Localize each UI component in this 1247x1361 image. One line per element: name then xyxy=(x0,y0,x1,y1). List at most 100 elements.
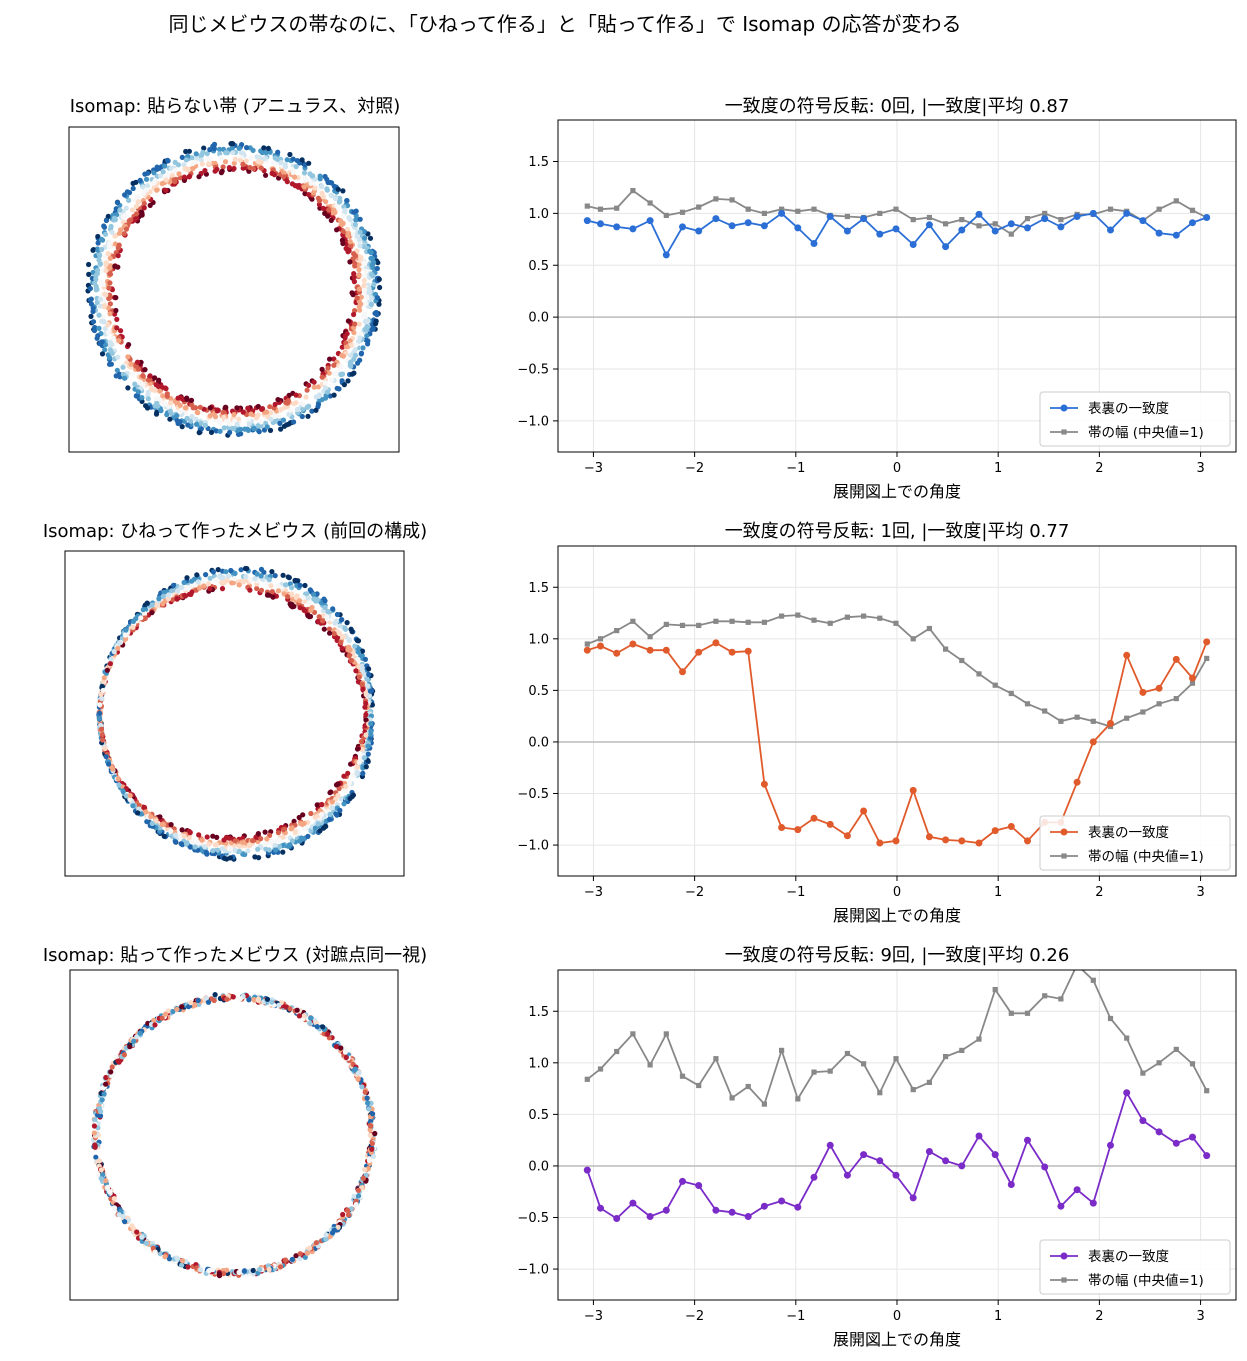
scatter-point xyxy=(254,585,260,592)
data-point xyxy=(795,612,801,618)
scatter-point xyxy=(184,575,190,581)
scatter-point xyxy=(305,613,311,619)
scatter-point xyxy=(368,688,375,694)
line-title-annulus: 一致度の符号反転: 0回, |一致度|平均 0.87 xyxy=(724,96,1070,117)
data-point xyxy=(1139,217,1147,225)
scatter-point xyxy=(336,786,342,792)
line-title-glued: 一致度の符号反転: 9回, |一致度|平均 0.26 xyxy=(724,945,1070,966)
data-point xyxy=(925,1148,933,1155)
scatter-point xyxy=(319,801,325,808)
data-point xyxy=(1024,1136,1031,1144)
data-point xyxy=(794,224,802,232)
data-point xyxy=(597,636,604,642)
scatter-point xyxy=(362,1167,368,1173)
data-point xyxy=(794,1203,802,1211)
scatter-point xyxy=(326,626,332,632)
scatter-point xyxy=(238,426,244,432)
scatter-point xyxy=(319,366,325,372)
scatter-point xyxy=(133,211,140,217)
scatter-point xyxy=(100,314,106,320)
scatter-point xyxy=(295,578,301,584)
scatter-point xyxy=(221,837,227,843)
data-point xyxy=(614,628,620,634)
scatter-point xyxy=(187,173,193,179)
data-point xyxy=(1008,690,1014,697)
scatter-point xyxy=(324,1031,330,1037)
scatter-point xyxy=(230,580,236,586)
scatter-point xyxy=(267,149,273,155)
scatter-point xyxy=(112,263,118,269)
scatter-point xyxy=(293,392,299,398)
scatter-point xyxy=(345,647,351,653)
scatter-point xyxy=(359,681,365,687)
scatter-point xyxy=(214,408,220,414)
scatter-point xyxy=(289,585,295,591)
legend-entry: 表裏の一致度 xyxy=(1050,825,1169,841)
scatter-point xyxy=(324,389,331,395)
y-tick-label: 1.0 xyxy=(528,1056,549,1071)
scatter-point xyxy=(297,1251,303,1257)
scatter-point xyxy=(120,1213,126,1220)
scatter-point xyxy=(145,183,151,189)
scatter-point xyxy=(235,431,242,437)
scatter-point xyxy=(147,373,153,379)
data-point xyxy=(1007,220,1015,228)
data-point xyxy=(860,807,868,815)
scatter-point xyxy=(316,201,322,208)
scatter-point xyxy=(267,832,273,839)
scatter-point xyxy=(369,702,375,708)
data-point xyxy=(1107,1015,1114,1022)
data-point xyxy=(795,1096,801,1102)
data-point xyxy=(1089,738,1097,746)
scatter-point xyxy=(343,1054,349,1061)
scatter-point xyxy=(360,1175,366,1181)
scatter-point xyxy=(355,656,361,662)
data-point xyxy=(1058,217,1064,223)
scatter-point xyxy=(265,592,271,598)
scatter-point xyxy=(194,155,200,161)
x-axis-label: 展開図上での角度 xyxy=(833,482,961,501)
data-point xyxy=(1074,714,1080,720)
scatter-point xyxy=(189,578,195,584)
scatter-point xyxy=(169,588,175,594)
scatter-point xyxy=(304,1250,310,1256)
scatter-point xyxy=(107,347,113,353)
scatter-point xyxy=(363,712,369,718)
data-point xyxy=(778,209,786,217)
data-point xyxy=(629,225,637,233)
scatter-point xyxy=(342,1049,348,1055)
scatter-point xyxy=(88,313,94,319)
scatter-point xyxy=(345,344,351,350)
scatter-point xyxy=(322,604,328,611)
scatter-point xyxy=(300,406,306,412)
scatter-point xyxy=(306,382,312,388)
scatter-point xyxy=(145,396,151,402)
scatter-point xyxy=(97,303,103,309)
scatter-point xyxy=(297,605,303,611)
scatter-point xyxy=(360,770,366,777)
scatter-point xyxy=(158,173,164,179)
scatter-point xyxy=(164,157,171,163)
scatter-point xyxy=(99,732,105,738)
scatter-point xyxy=(337,218,344,224)
y-tick-label: −1.0 xyxy=(517,414,549,429)
scatter-point xyxy=(194,572,200,578)
data-point xyxy=(597,1204,604,1212)
scatter-point xyxy=(349,371,355,377)
scatter-point xyxy=(154,166,160,172)
scatter-point xyxy=(287,407,293,413)
y-tick-label: 1.5 xyxy=(528,1005,549,1020)
y-tick: 1.5 xyxy=(528,581,558,596)
data-point xyxy=(991,827,999,835)
scatter-point xyxy=(341,382,347,388)
scatter-point xyxy=(365,683,371,689)
scatter-point xyxy=(314,1024,320,1030)
scatter-point xyxy=(92,1142,98,1148)
scatter-point xyxy=(308,1015,314,1021)
data-point xyxy=(744,647,752,655)
scatter-point xyxy=(93,285,99,291)
data-point xyxy=(745,1083,751,1090)
scatter-point xyxy=(172,832,178,838)
data-point xyxy=(843,832,851,840)
x-tick: 0 xyxy=(893,1300,901,1324)
